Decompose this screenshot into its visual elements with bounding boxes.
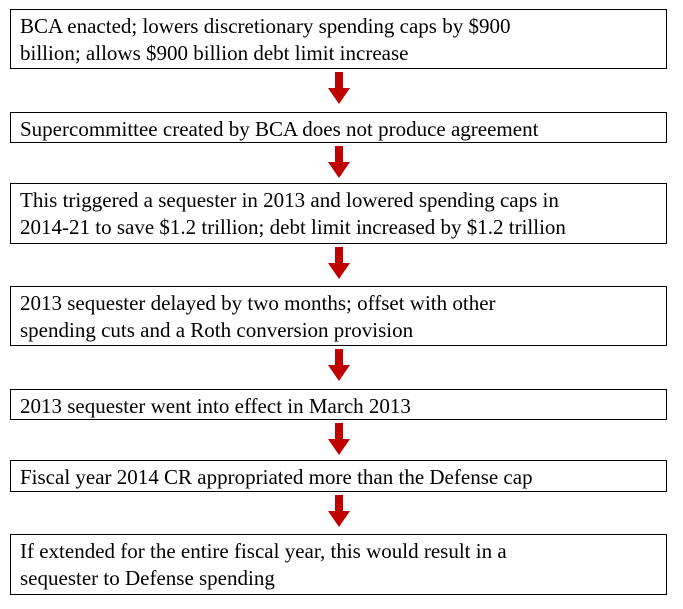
flow-step-2: Supercommittee created by BCA does not p… <box>10 112 667 143</box>
flow-step-4: 2013 sequester delayed by two months; of… <box>10 286 667 346</box>
down-arrow-icon <box>328 423 350 455</box>
down-arrow-icon <box>328 349 350 381</box>
down-arrow-icon <box>328 247 350 279</box>
down-arrow-icon <box>328 495 350 527</box>
flow-step-1-line-1: BCA enacted; lowers discretionary spendi… <box>20 14 511 38</box>
flow-step-1: BCA enacted; lowers discretionary spendi… <box>10 9 667 69</box>
flow-step-6: Fiscal year 2014 CR appropriated more th… <box>10 460 667 492</box>
flow-step-4-line-2: spending cuts and a Roth conversion prov… <box>20 318 414 342</box>
flow-step-5-line-1: 2013 sequester went into effect in March… <box>20 394 411 418</box>
flow-step-1-line-2: billion; allows $900 billion debt limit … <box>20 41 409 65</box>
flow-step-7-line-2: sequester to Defense spending <box>20 566 275 590</box>
down-arrow-icon <box>328 146 350 178</box>
flow-step-3-line-1: This triggered a sequester in 2013 and l… <box>20 188 559 212</box>
flow-step-2-line-1: Supercommittee created by BCA does not p… <box>20 117 539 141</box>
flow-step-4-line-1: 2013 sequester delayed by two months; of… <box>20 291 496 315</box>
down-arrow-icon <box>328 72 350 104</box>
flow-step-7-line-1: If extended for the entire fiscal year, … <box>20 539 507 563</box>
flow-step-3: This triggered a sequester in 2013 and l… <box>10 183 667 244</box>
flow-step-6-line-1: Fiscal year 2014 CR appropriated more th… <box>20 465 533 489</box>
flow-step-5: 2013 sequester went into effect in March… <box>10 389 667 420</box>
flow-step-3-line-2: 2014-21 to save $1.2 trillion; debt limi… <box>20 215 566 239</box>
flow-step-7: If extended for the entire fiscal year, … <box>10 534 667 595</box>
